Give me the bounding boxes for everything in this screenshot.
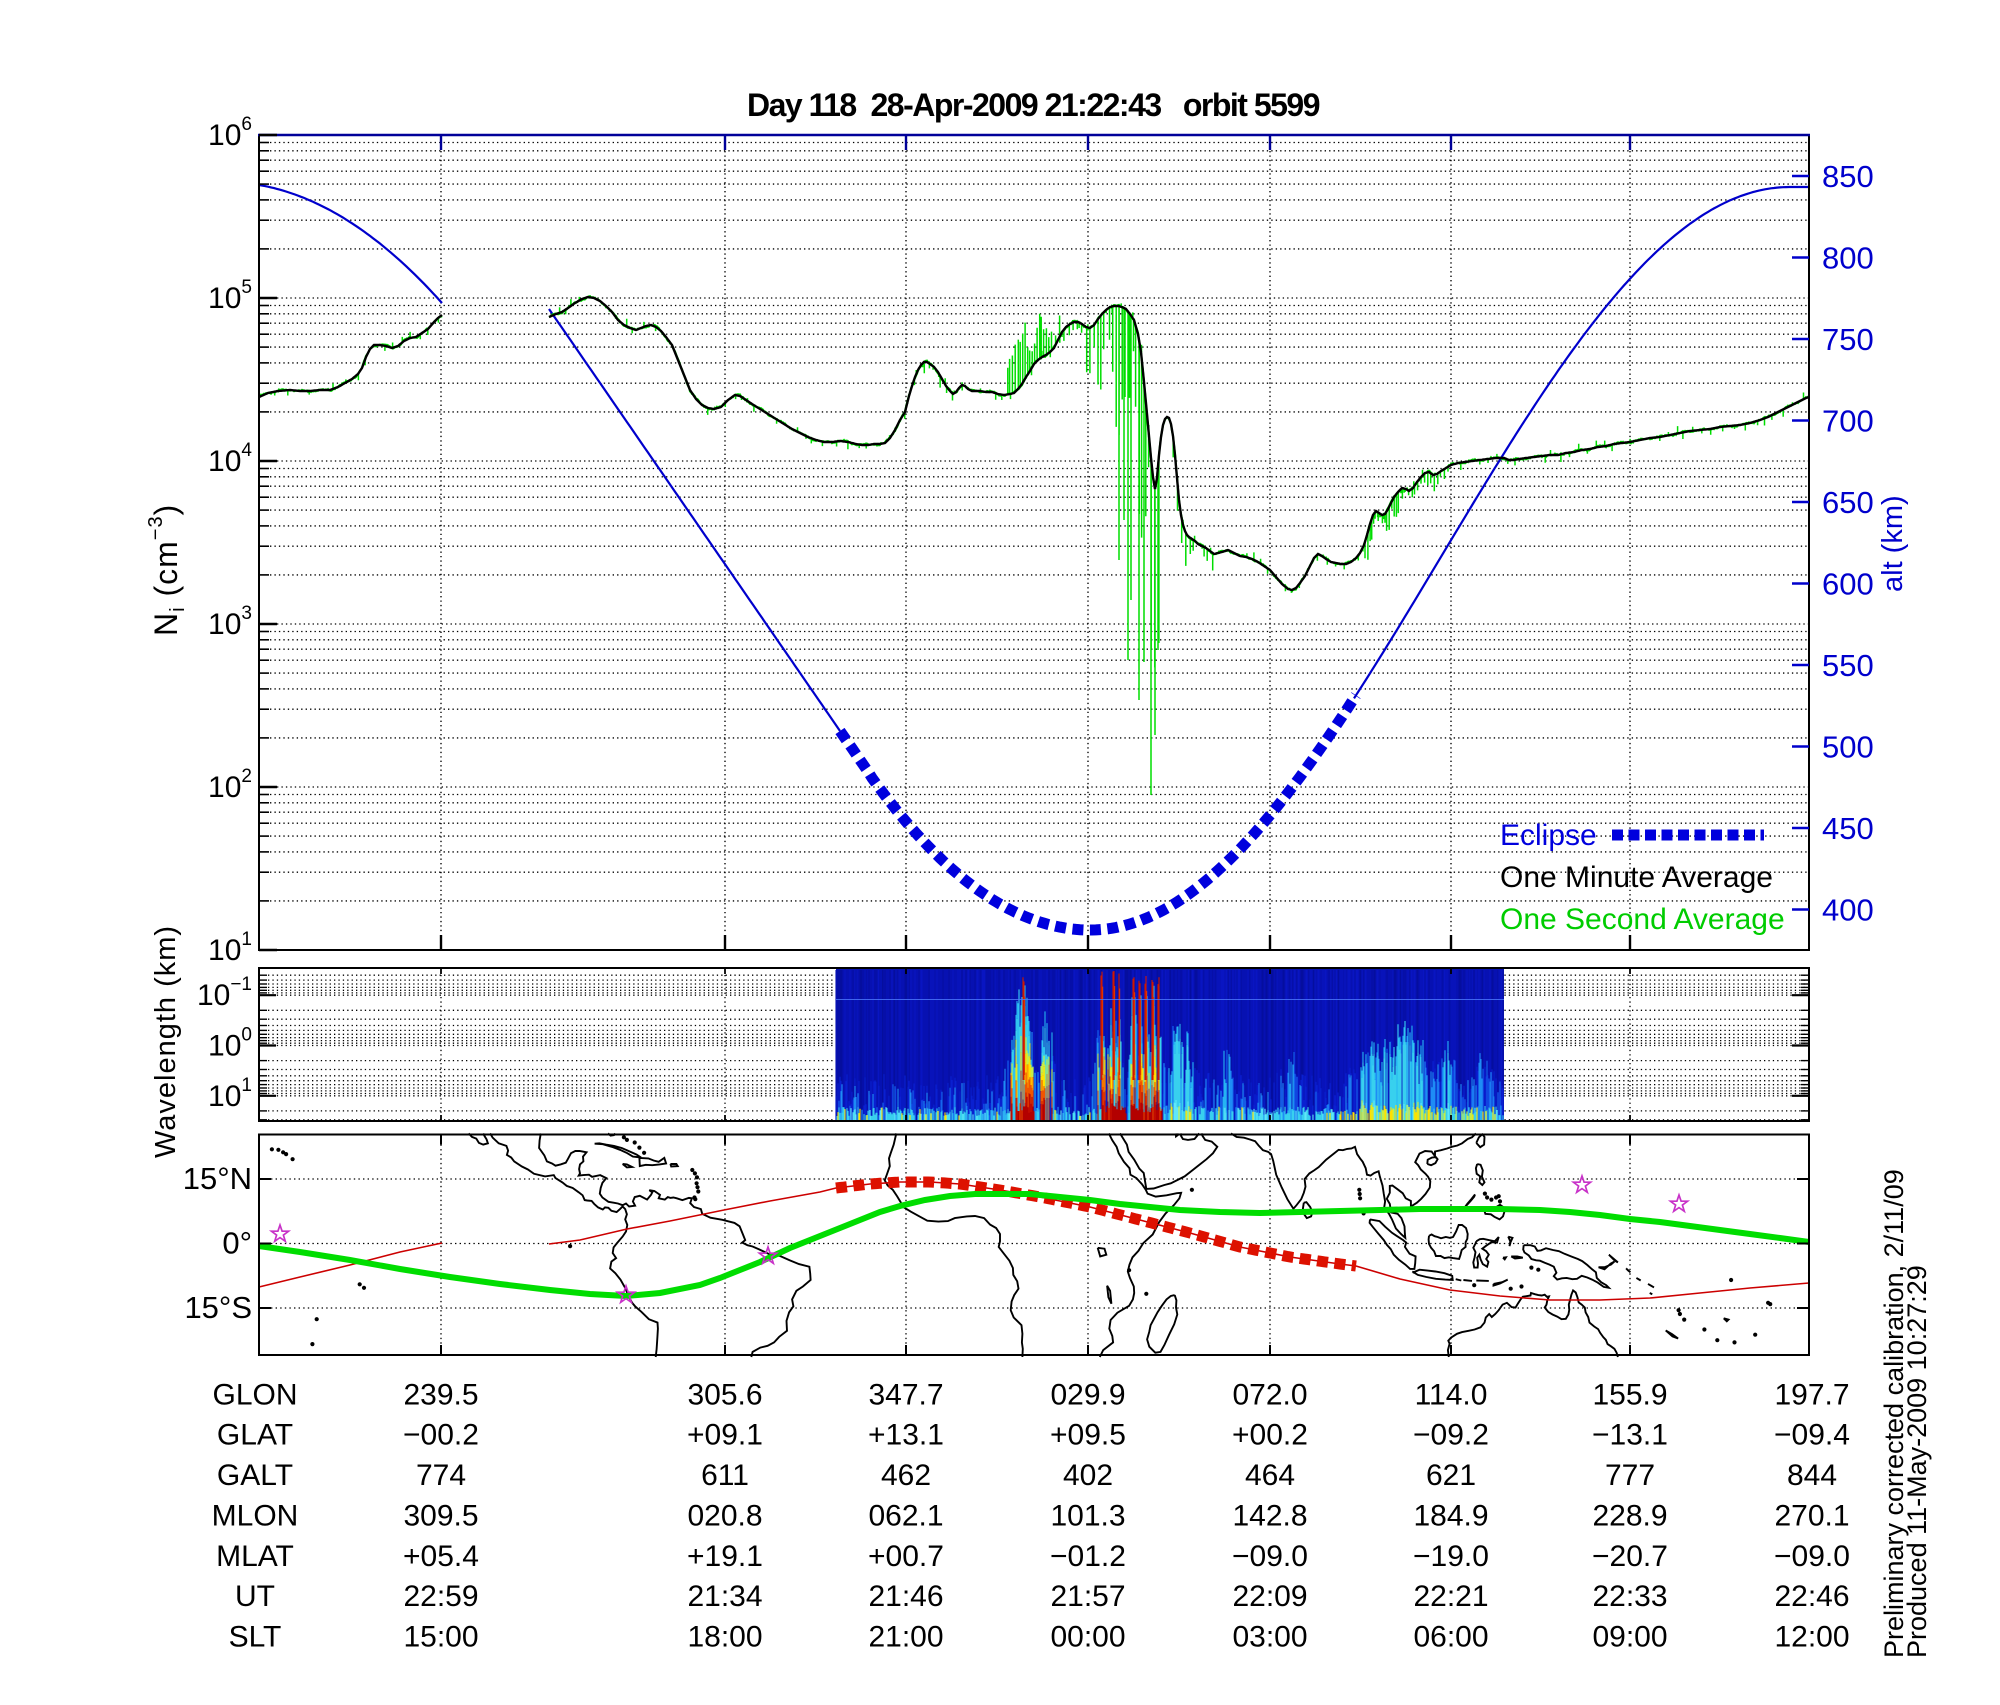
svg-text:020.8: 020.8 bbox=[687, 1499, 762, 1532]
svg-text:06:00: 06:00 bbox=[1413, 1621, 1488, 1654]
svg-text:21:00: 21:00 bbox=[868, 1621, 943, 1654]
svg-text:+09.5: +09.5 bbox=[1050, 1419, 1126, 1452]
svg-text:Preliminary corrected calibrat: Preliminary corrected calibration, 2/11/… bbox=[1879, 1169, 1909, 1658]
svg-text:GLON: GLON bbox=[212, 1378, 297, 1411]
svg-text:22:21: 22:21 bbox=[1413, 1580, 1488, 1613]
svg-text:347.7: 347.7 bbox=[868, 1378, 943, 1411]
svg-text:800: 800 bbox=[1822, 241, 1874, 276]
svg-text:550: 550 bbox=[1822, 648, 1874, 683]
svg-text:0°: 0° bbox=[222, 1226, 252, 1261]
svg-text:270.1: 270.1 bbox=[1774, 1499, 1849, 1532]
svg-text:072.0: 072.0 bbox=[1232, 1378, 1307, 1411]
svg-text:101.3: 101.3 bbox=[1050, 1499, 1125, 1532]
svg-text:SLT: SLT bbox=[229, 1621, 282, 1654]
svg-text:103: 103 bbox=[208, 603, 252, 641]
svg-text:155.9: 155.9 bbox=[1592, 1378, 1667, 1411]
svg-text:One Minute Average: One Minute Average bbox=[1500, 861, 1773, 894]
svg-text:402: 402 bbox=[1063, 1459, 1113, 1492]
svg-text:MLON: MLON bbox=[212, 1499, 299, 1532]
svg-text:621: 621 bbox=[1426, 1459, 1476, 1492]
svg-text:22:46: 22:46 bbox=[1774, 1580, 1849, 1613]
svg-text:−09.2: −09.2 bbox=[1413, 1419, 1489, 1452]
svg-text:21:57: 21:57 bbox=[1050, 1580, 1125, 1613]
svg-text:+05.4: +05.4 bbox=[403, 1540, 479, 1573]
svg-text:UT: UT bbox=[235, 1580, 275, 1613]
svg-text:114.0: 114.0 bbox=[1415, 1378, 1488, 1411]
svg-text:GALT: GALT bbox=[217, 1459, 293, 1492]
svg-text:00:00: 00:00 bbox=[1050, 1621, 1125, 1654]
svg-text:15:00: 15:00 bbox=[403, 1621, 478, 1654]
svg-text:−09.0: −09.0 bbox=[1232, 1540, 1308, 1573]
svg-text:alt (km): alt (km) bbox=[1877, 495, 1909, 592]
svg-text:400: 400 bbox=[1822, 893, 1874, 928]
svg-text:−09.4: −09.4 bbox=[1774, 1419, 1850, 1452]
svg-text:Produced 11-May-2009 10:27:29: Produced 11-May-2009 10:27:29 bbox=[1902, 1265, 1932, 1658]
svg-text:464: 464 bbox=[1245, 1459, 1295, 1492]
svg-text:650: 650 bbox=[1822, 485, 1874, 520]
svg-text:305.6: 305.6 bbox=[687, 1378, 762, 1411]
svg-text:−19.0: −19.0 bbox=[1413, 1540, 1489, 1573]
svg-text:774: 774 bbox=[416, 1459, 466, 1492]
svg-text:844: 844 bbox=[1787, 1459, 1837, 1492]
svg-text:21:46: 21:46 bbox=[868, 1580, 943, 1613]
svg-text:03:00: 03:00 bbox=[1232, 1621, 1307, 1654]
svg-text:09:00: 09:00 bbox=[1592, 1621, 1667, 1654]
svg-text:15°S: 15°S bbox=[184, 1290, 252, 1325]
svg-text:450: 450 bbox=[1822, 811, 1874, 846]
svg-text:850: 850 bbox=[1822, 159, 1874, 194]
svg-text:600: 600 bbox=[1822, 567, 1874, 602]
svg-text:22:09: 22:09 bbox=[1232, 1580, 1307, 1613]
svg-text:−00.2: −00.2 bbox=[403, 1419, 479, 1452]
svg-text:500: 500 bbox=[1822, 730, 1874, 765]
svg-text:700: 700 bbox=[1822, 404, 1874, 439]
svg-text:−09.0: −09.0 bbox=[1774, 1540, 1850, 1573]
svg-text:GLAT: GLAT bbox=[217, 1419, 293, 1452]
svg-text:21:34: 21:34 bbox=[687, 1580, 762, 1613]
svg-text:22:59: 22:59 bbox=[403, 1580, 478, 1613]
svg-text:228.9: 228.9 bbox=[1592, 1499, 1667, 1532]
svg-text:12:00: 12:00 bbox=[1774, 1621, 1849, 1654]
svg-text:−20.7: −20.7 bbox=[1592, 1540, 1668, 1573]
svg-text:−01.2: −01.2 bbox=[1050, 1540, 1126, 1573]
svg-text:029.9: 029.9 bbox=[1050, 1378, 1125, 1411]
svg-text:309.5: 309.5 bbox=[403, 1499, 478, 1532]
svg-text:+09.1: +09.1 bbox=[687, 1419, 763, 1452]
svg-text:462: 462 bbox=[881, 1459, 931, 1492]
svg-text:18:00: 18:00 bbox=[687, 1621, 762, 1654]
svg-text:750: 750 bbox=[1822, 322, 1874, 357]
svg-text:Wavelength (km): Wavelength (km) bbox=[150, 925, 182, 1158]
svg-text:+13.1: +13.1 bbox=[868, 1419, 944, 1452]
svg-text:239.5: 239.5 bbox=[403, 1378, 478, 1411]
svg-text:+19.1: +19.1 bbox=[687, 1540, 763, 1573]
svg-text:Eclipse: Eclipse bbox=[1500, 819, 1597, 852]
svg-text:184.9: 184.9 bbox=[1413, 1499, 1488, 1532]
svg-text:−13.1: −13.1 bbox=[1592, 1419, 1668, 1452]
svg-text:197.7: 197.7 bbox=[1774, 1378, 1849, 1411]
svg-text:611: 611 bbox=[701, 1459, 749, 1492]
svg-text:Day 118 28-Apr-2009 21:22:43: Day 118 28-Apr-2009 21:22:43 orbit 5599 bbox=[747, 87, 1320, 123]
svg-text:10−1: 10−1 bbox=[197, 974, 252, 1012]
svg-text:142.8: 142.8 bbox=[1232, 1499, 1307, 1532]
svg-text:777: 777 bbox=[1605, 1459, 1655, 1492]
svg-text:+00.2: +00.2 bbox=[1232, 1419, 1308, 1452]
svg-text:062.1: 062.1 bbox=[868, 1499, 943, 1532]
svg-text:One Second Average: One Second Average bbox=[1500, 903, 1785, 936]
svg-text:+00.7: +00.7 bbox=[868, 1540, 944, 1573]
svg-text:MLAT: MLAT bbox=[216, 1540, 294, 1573]
svg-text:22:33: 22:33 bbox=[1592, 1580, 1667, 1613]
svg-text:15°N: 15°N bbox=[183, 1161, 252, 1196]
